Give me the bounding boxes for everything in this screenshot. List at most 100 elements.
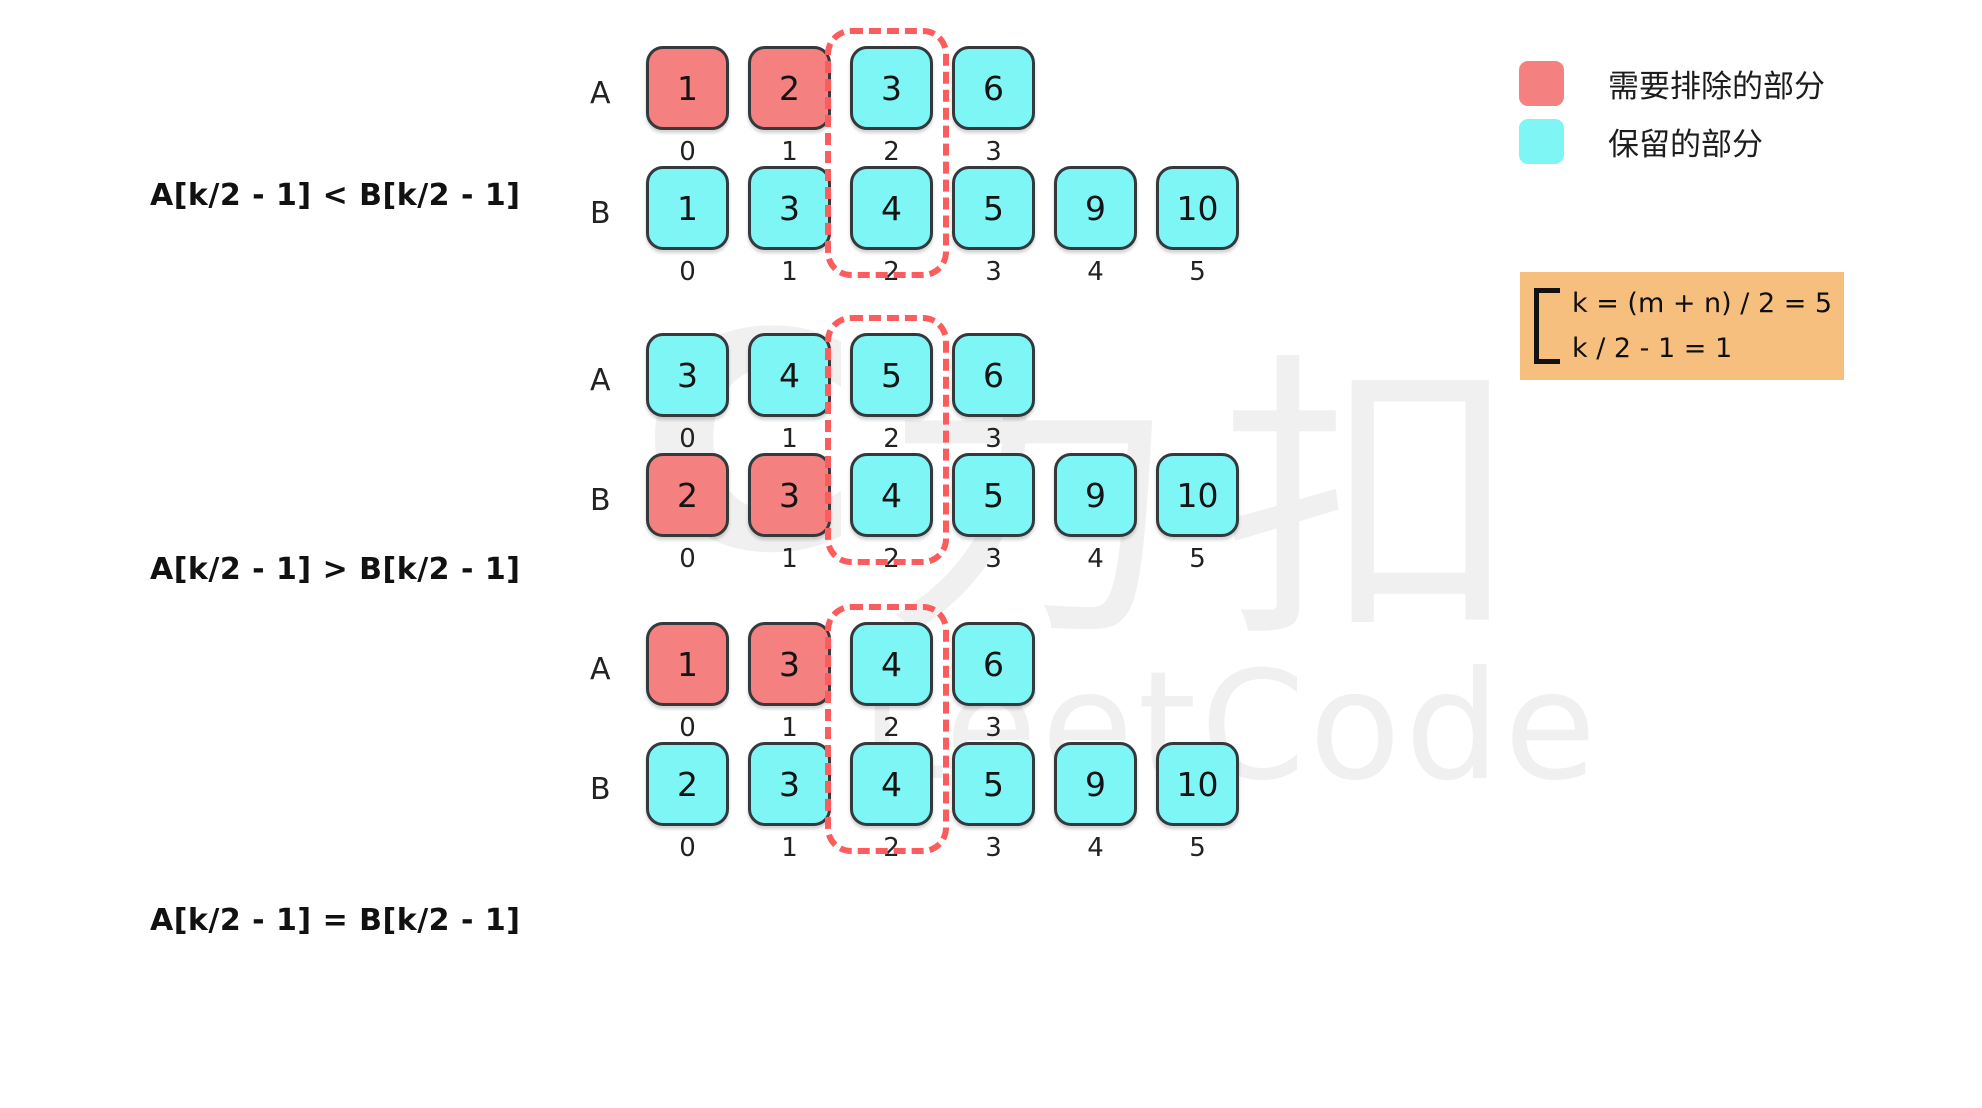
array-row-label: B — [590, 196, 611, 231]
array-index-label: 2 — [883, 424, 900, 454]
array-cells: 2 0 3 1 4 2 5 3 9 4 10 5 — [646, 742, 1239, 861]
array-row-label: A — [590, 363, 611, 398]
array-index-label: 0 — [679, 713, 696, 743]
array-value-box[interactable]: 6 — [952, 46, 1035, 130]
array-value-box[interactable]: 9 — [1054, 742, 1137, 826]
array-cells: 2 0 3 1 4 2 5 3 9 4 10 5 — [646, 453, 1239, 572]
array-row-label: B — [590, 483, 611, 518]
array-value-box[interactable]: 2 — [646, 453, 729, 537]
array-value-box[interactable]: 2 — [748, 46, 831, 130]
highlight-column-2 — [825, 315, 949, 565]
array-index-label: 0 — [679, 257, 696, 287]
highlight-column-3 — [825, 604, 949, 854]
array-value-box[interactable]: 10 — [1156, 166, 1239, 250]
case-label-less-than: A[k/2 - 1] < B[k/2 - 1] — [150, 178, 521, 213]
array-index-label: 3 — [985, 833, 1002, 863]
array-index-label: 3 — [985, 257, 1002, 287]
array-index-label: 1 — [781, 833, 798, 863]
array-value-box[interactable]: 9 — [1054, 166, 1137, 250]
array-row-label: A — [590, 76, 611, 111]
array-value-box[interactable]: 1 — [646, 166, 729, 250]
array-value-box[interactable]: 3 — [748, 742, 831, 826]
array-row-b-1: B 1 0 3 1 4 2 5 3 9 4 10 5 — [590, 166, 1239, 285]
legend-label-kept: 保留的部分 — [1608, 126, 1763, 163]
array-index-label: 5 — [1189, 833, 1206, 863]
array-index-label: 4 — [1087, 833, 1104, 863]
array-index-label: 0 — [679, 544, 696, 574]
array-value-box[interactable]: 5 — [952, 742, 1035, 826]
case-label-equal: A[k/2 - 1] = B[k/2 - 1] — [150, 903, 521, 938]
array-cell[interactable]: 10 5 — [1156, 453, 1239, 572]
array-value-box[interactable]: 4 — [748, 333, 831, 417]
array-value-box[interactable]: 4 — [850, 622, 933, 706]
array-value-box[interactable]: 3 — [748, 453, 831, 537]
array-value-box[interactable]: 6 — [952, 622, 1035, 706]
array-cell[interactable]: 10 5 — [1156, 742, 1239, 861]
array-value-box[interactable]: 5 — [952, 166, 1035, 250]
array-value-box[interactable]: 3 — [850, 46, 933, 130]
array-value-box[interactable]: 5 — [850, 333, 933, 417]
array-index-label: 0 — [679, 833, 696, 863]
array-index-label: 1 — [781, 424, 798, 454]
array-index-label: 1 — [781, 137, 798, 167]
array-cell[interactable]: 10 5 — [1156, 166, 1239, 285]
array-value-box[interactable]: 4 — [850, 742, 933, 826]
array-row-label: A — [590, 652, 611, 687]
array-value-box[interactable]: 1 — [646, 622, 729, 706]
array-row-label: B — [590, 772, 611, 807]
array-value-box[interactable]: 4 — [850, 166, 933, 250]
array-index-label: 3 — [985, 424, 1002, 454]
array-value-box[interactable]: 10 — [1156, 453, 1239, 537]
array-value-box[interactable]: 3 — [748, 622, 831, 706]
array-index-label: 2 — [883, 713, 900, 743]
array-index-label: 0 — [679, 137, 696, 167]
array-cells: 1 0 3 1 4 2 5 3 9 4 10 5 — [646, 166, 1239, 285]
array-value-box[interactable]: 2 — [646, 742, 729, 826]
array-index-label: 0 — [679, 424, 696, 454]
array-value-box[interactable]: 9 — [1054, 453, 1137, 537]
formula-k-definition: k = (m + n) / 2 = 5 — [1572, 288, 1833, 319]
array-value-box[interactable]: 1 — [646, 46, 729, 130]
array-value-box[interactable]: 4 — [850, 453, 933, 537]
case-label-greater-than: A[k/2 - 1] > B[k/2 - 1] — [150, 552, 521, 587]
array-index-label: 3 — [985, 713, 1002, 743]
array-value-box[interactable]: 6 — [952, 333, 1035, 417]
formula-half-k-minus-one: k / 2 - 1 = 1 — [1572, 333, 1733, 364]
legend-item-kept: 保留的部分 — [1519, 112, 1825, 170]
array-value-box[interactable]: 3 — [748, 166, 831, 250]
array-value-box[interactable]: 3 — [646, 333, 729, 417]
array-value-box[interactable]: 5 — [952, 453, 1035, 537]
array-value-box[interactable]: 10 — [1156, 742, 1239, 826]
array-index-label: 1 — [781, 713, 798, 743]
legend: 需要排除的部分 保留的部分 — [1519, 54, 1825, 170]
formula-note: k = (m + n) / 2 = 5 k / 2 - 1 = 1 — [1520, 272, 1844, 380]
